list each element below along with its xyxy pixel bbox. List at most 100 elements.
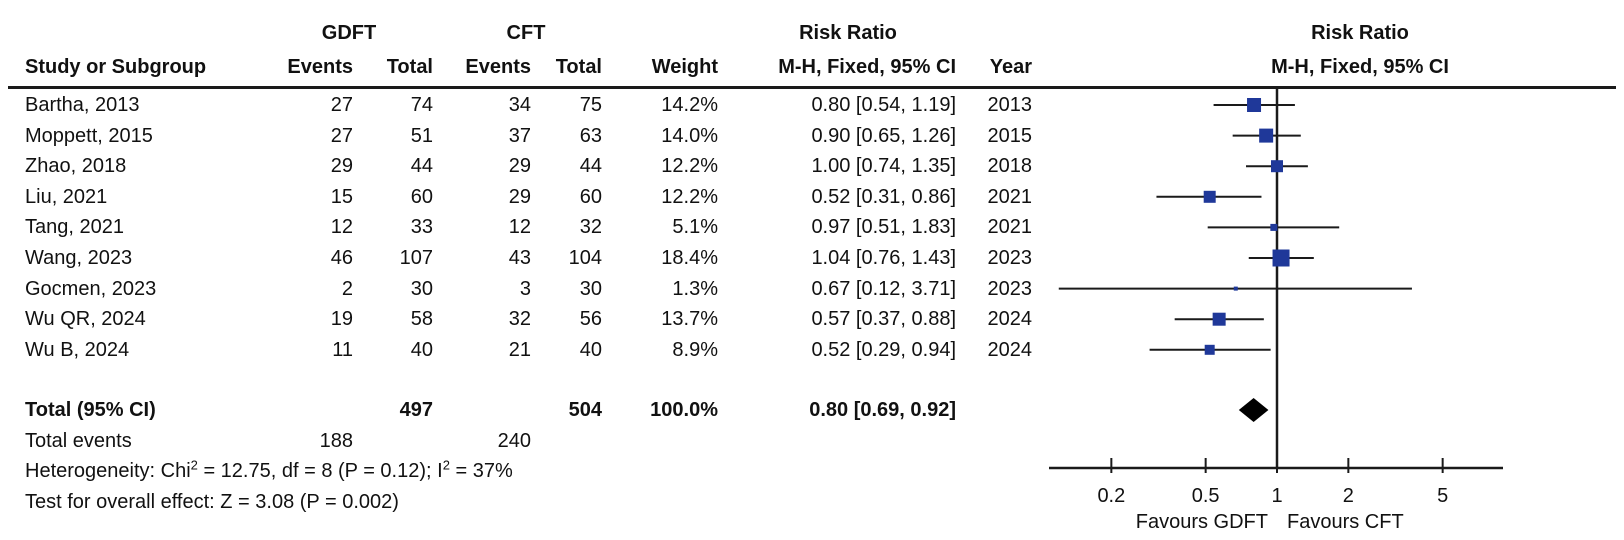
study-name: Wu B, 2024 — [25, 338, 130, 361]
plot-header-risk-ratio: Risk Ratio — [1311, 22, 1409, 44]
gdft-events: 29 — [330, 155, 353, 178]
year-value: 2015 — [987, 124, 1033, 147]
weight-value: 8.9% — [672, 338, 718, 361]
effect-square — [1272, 249, 1290, 267]
header-group-gdft: GDFT — [321, 22, 377, 44]
ci-text: 0.97 [0.51, 1.83] — [811, 216, 956, 239]
cft-total: 40 — [579, 338, 602, 361]
gdft-total: 58 — [410, 308, 433, 331]
ci-text: 1.04 [0.76, 1.43] — [811, 247, 956, 269]
gdft-events: 46 — [330, 247, 353, 269]
weight-value: 1.3% — [672, 277, 718, 300]
total-label: Total (95% CI) — [25, 399, 156, 421]
total-diamond — [1238, 398, 1269, 422]
effect-square — [1259, 128, 1274, 143]
effect-square — [1271, 160, 1283, 173]
total-weight: 100.0% — [650, 399, 718, 421]
gdft-events: 12 — [330, 216, 353, 239]
header-weight: Weight — [651, 56, 718, 78]
ci-text: 0.67 [0.12, 3.71] — [811, 277, 956, 300]
header-study-or-subgroup: Study or Subgroup — [25, 56, 207, 78]
cft-events: 34 — [508, 94, 531, 116]
study-name: Bartha, 2013 — [25, 94, 140, 116]
total-cft-n: 504 — [568, 399, 602, 421]
cft-events: 29 — [508, 155, 531, 178]
het-sup-2: 2 — [442, 457, 450, 473]
study-name: Liu, 2021 — [25, 185, 108, 208]
cft-total: 104 — [568, 247, 602, 269]
cft-events: 37 — [508, 124, 531, 147]
weight-value: 13.7% — [661, 308, 718, 331]
study-name: Tang, 2021 — [25, 216, 124, 239]
gdft-total: 30 — [410, 277, 433, 300]
study-name: Wang, 2023 — [25, 247, 133, 269]
het-text-1: Heterogeneity: Chi — [25, 460, 191, 482]
study-name: Zhao, 2018 — [25, 155, 127, 178]
study-name: Moppett, 2015 — [25, 124, 153, 147]
year-value: 2013 — [987, 94, 1033, 116]
gdft-total: 60 — [410, 185, 433, 208]
total-events-cft: 240 — [497, 430, 531, 452]
gdft-events: 27 — [330, 124, 353, 147]
gdft-total: 51 — [410, 124, 433, 147]
weight-value: 14.2% — [661, 94, 718, 116]
total-events-gdft: 188 — [319, 430, 353, 452]
effect-square — [1204, 344, 1215, 355]
gdft-events: 15 — [330, 185, 353, 208]
year-value: 2021 — [987, 185, 1033, 208]
cft-events: 12 — [508, 216, 531, 239]
gdft-total: 44 — [410, 155, 433, 178]
total-ci-text: 0.80 [0.69, 0.92] — [809, 399, 956, 421]
year-value: 2024 — [987, 338, 1033, 361]
gdft-total: 40 — [410, 338, 433, 361]
het-text-3: = 37% — [449, 460, 513, 482]
gdft-events: 2 — [341, 277, 353, 300]
year-value: 2021 — [987, 216, 1033, 239]
header-gdft-total: Total — [386, 56, 433, 78]
cft-total: 63 — [579, 124, 602, 147]
effect-square — [1247, 98, 1262, 112]
header-cft-total: Total — [555, 56, 602, 78]
study-name: Gocmen, 2023 — [25, 277, 157, 300]
year-value: 2023 — [987, 247, 1033, 269]
header-method: M-H, Fixed, 95% CI — [778, 56, 956, 78]
x-tick-label: 0.2 — [1097, 485, 1125, 507]
ci-text: 0.90 [0.65, 1.26] — [811, 124, 956, 147]
weight-value: 14.0% — [661, 124, 718, 147]
effect-square — [1212, 312, 1226, 326]
x-tick-label: 5 — [1437, 485, 1448, 507]
x-tick-label: 2 — [1343, 485, 1354, 507]
heterogeneity-stat: Heterogeneity: Chi2 = 12.75, df = 8 (P =… — [25, 456, 765, 486]
cft-events: 29 — [508, 185, 531, 208]
weight-value: 12.2% — [661, 185, 718, 208]
header-gdft-events: Events — [287, 56, 353, 78]
cft-events: 32 — [508, 308, 531, 331]
weight-value: 12.2% — [661, 155, 718, 178]
x-tick-label: 1 — [1271, 485, 1282, 507]
gdft-total: 107 — [399, 247, 433, 269]
gdft-events: 11 — [332, 338, 353, 361]
het-sup-1: 2 — [190, 457, 198, 473]
header-risk-ratio: Risk Ratio — [799, 22, 897, 44]
header-year: Year — [989, 56, 1032, 78]
total-events-label: Total events — [25, 430, 132, 452]
gdft-events: 27 — [330, 94, 353, 116]
cft-events: 21 — [508, 338, 531, 361]
cft-total: 56 — [579, 308, 602, 331]
cft-total: 32 — [579, 216, 602, 239]
cft-total: 44 — [579, 155, 602, 178]
year-value: 2024 — [987, 308, 1033, 331]
cft-total: 60 — [579, 185, 602, 208]
het-text-2: = 12.75, df = 8 (P = 0.12); I — [197, 460, 443, 482]
study-name: Wu QR, 2024 — [25, 308, 146, 331]
effect-square — [1203, 190, 1216, 203]
gdft-events: 19 — [330, 308, 353, 331]
weight-value: 5.1% — [672, 216, 718, 239]
ci-text: 0.57 [0.37, 0.88] — [811, 308, 956, 331]
plot-header-method: M-H, Fixed, 95% CI — [1271, 56, 1449, 78]
effect-square — [1233, 286, 1238, 291]
cft-events: 43 — [508, 247, 531, 269]
cft-total: 75 — [579, 94, 602, 116]
year-value: 2023 — [987, 277, 1033, 300]
